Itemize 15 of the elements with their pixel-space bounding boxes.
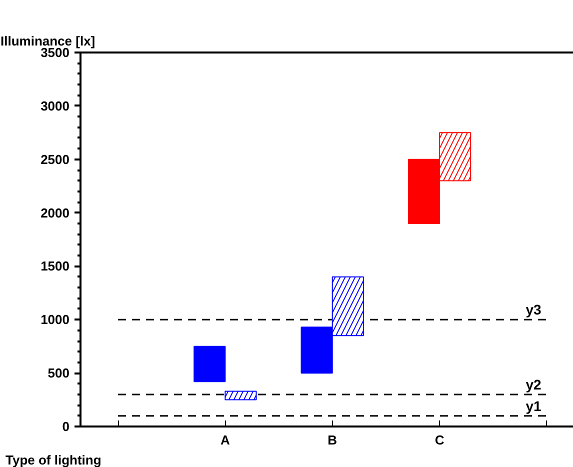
x-tick-label: B	[328, 432, 338, 448]
y-tick-label: 3000	[40, 98, 70, 114]
y-tick-label: 2500	[40, 152, 70, 167]
x-axis-title: Type of lighting	[6, 452, 102, 467]
x-tick-label: A	[220, 432, 230, 448]
bar	[194, 346, 226, 382]
ref-line-label: y2	[526, 376, 542, 392]
ref-line-label: y3	[526, 302, 542, 318]
y-tick-label: 2000	[40, 205, 70, 220]
x-tick-label: C	[434, 432, 445, 448]
ref-line-label: y1	[526, 398, 542, 414]
y-tick-label: 1500	[40, 258, 70, 274]
y-tick-label: 0	[62, 419, 70, 434]
y-tick-label: 500	[48, 366, 70, 381]
y-tick-label: 1000	[40, 312, 70, 328]
